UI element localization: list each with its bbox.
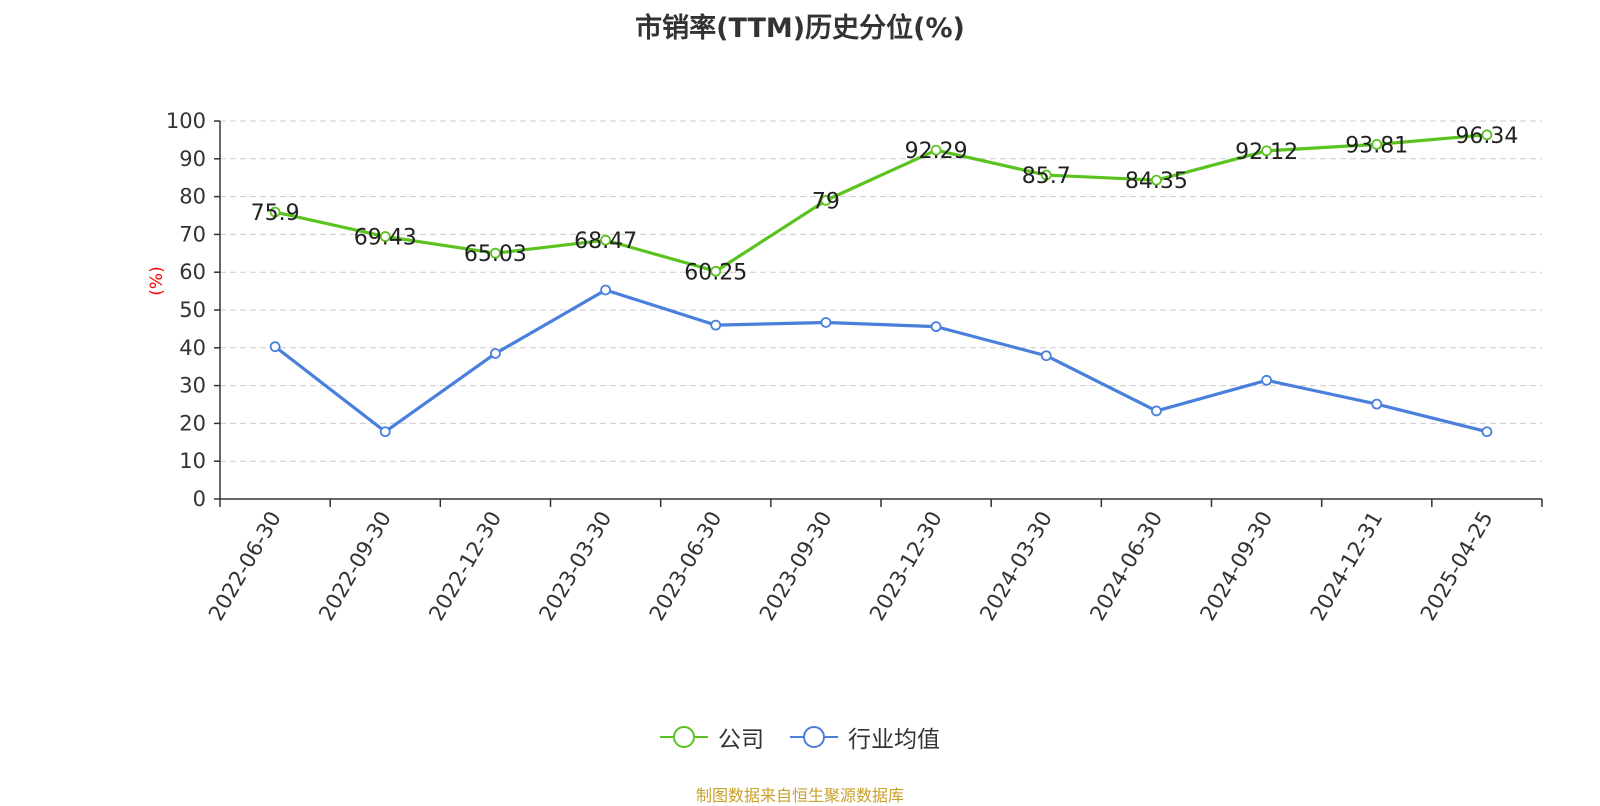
legend-item-industry[interactable]: 行业均值 (790, 720, 940, 754)
data-point-0 (379, 231, 391, 242)
data-point-1 (820, 317, 832, 328)
data-label: 69.43 (354, 226, 417, 251)
y-tick-label: 80 (179, 185, 206, 209)
chart-title: 市销率(TTM)历史分位(%) (635, 13, 965, 44)
x-tick-label: 2024-06-30 (1085, 507, 1167, 625)
x-tick-label: 2022-12-30 (424, 507, 506, 625)
data-point-0 (1261, 145, 1272, 157)
series-line-1 (274, 288, 1488, 434)
x-tick-label: 2023-09-30 (755, 507, 837, 625)
data-point-0 (490, 247, 501, 259)
data-point-1 (379, 426, 391, 438)
y-tick-label: 20 (179, 411, 206, 435)
data-point-0 (1151, 174, 1162, 186)
legend-company-marker-icon (660, 726, 708, 748)
data-point-1 (930, 321, 942, 333)
data-point-0 (600, 234, 611, 246)
data-label: 96.34 (1455, 124, 1518, 149)
y-tick-label: 0 (193, 487, 206, 511)
legend-item-company[interactable]: 公司 (660, 720, 764, 754)
data-point-0 (1481, 129, 1493, 141)
legend: 公司 行业均值 (0, 720, 1600, 754)
data-point-1 (490, 348, 501, 359)
data-point-0 (1040, 169, 1052, 181)
legend-company-label: 公司 (718, 727, 764, 753)
x-tick-label: 2024-12-31 (1306, 507, 1388, 625)
legend-industry-marker-icon (790, 726, 838, 748)
grid-lines (220, 120, 1542, 462)
data-point-1 (600, 284, 611, 296)
y-tick-label: 10 (179, 449, 206, 473)
data-point-1 (1261, 374, 1272, 386)
data-label: 68.47 (574, 229, 637, 254)
data-point-1 (1151, 405, 1162, 417)
x-tick-label: 2025-04-25 (1416, 507, 1498, 625)
y-tick-label: 60 (179, 260, 206, 284)
x-tick-label: 2022-06-30 (204, 507, 286, 625)
data-point-1 (269, 341, 281, 353)
y-axis-title: (%) (147, 266, 167, 295)
x-tick-label: 2023-06-30 (645, 507, 727, 625)
data-point-0 (1371, 138, 1383, 150)
x-tick-label: 2024-09-30 (1195, 507, 1277, 625)
y-tick-label: 50 (179, 298, 206, 322)
data-label: 92.29 (905, 139, 968, 164)
data-label: 79 (812, 189, 840, 214)
y-tick-label: 90 (179, 147, 206, 171)
x-tick-label: 2022-09-30 (314, 507, 396, 625)
x-tick-label: 2023-03-30 (534, 507, 616, 625)
data-point-0 (710, 265, 722, 277)
y-tick-label: 40 (179, 336, 206, 360)
y-tick-label: 100 (166, 109, 206, 133)
data-label: 85.7 (1022, 164, 1071, 189)
series-lines (269, 129, 1493, 438)
series-line-0 (274, 133, 1488, 273)
data-point-0 (930, 144, 942, 156)
y-tick-label: 70 (179, 222, 206, 246)
x-tick-label: 2023-12-30 (865, 507, 947, 625)
data-point-1 (1481, 426, 1493, 438)
data-point-0 (820, 194, 832, 206)
legend-industry-label: 行业均值 (848, 727, 940, 753)
y-tick-label: 30 (179, 374, 206, 398)
data-label: 84.35 (1125, 169, 1188, 194)
data-label: 92.12 (1235, 140, 1298, 165)
axes: 0 10 20 30 40 50 60 70 80 90 100 (%) 2022-06-30 2022-… (147, 109, 1543, 625)
data-point-0 (269, 206, 281, 218)
source-note: 制图数据来自恒生聚源数据库 (695, 786, 904, 805)
x-tick-label: 2024-03-30 (975, 507, 1057, 625)
data-label: 75.9 (251, 201, 300, 226)
data-label: 93.81 (1345, 133, 1408, 158)
data-point-1 (1040, 350, 1052, 362)
data-point-1 (710, 319, 722, 331)
data-labels: 75.9 69.43 65.03 68.47 60.25 79 92.29 85.7 84.35… (251, 124, 1519, 285)
data-point-1 (1371, 398, 1383, 410)
data-label: 60.25 (684, 260, 747, 285)
data-label: 65.03 (464, 242, 527, 267)
